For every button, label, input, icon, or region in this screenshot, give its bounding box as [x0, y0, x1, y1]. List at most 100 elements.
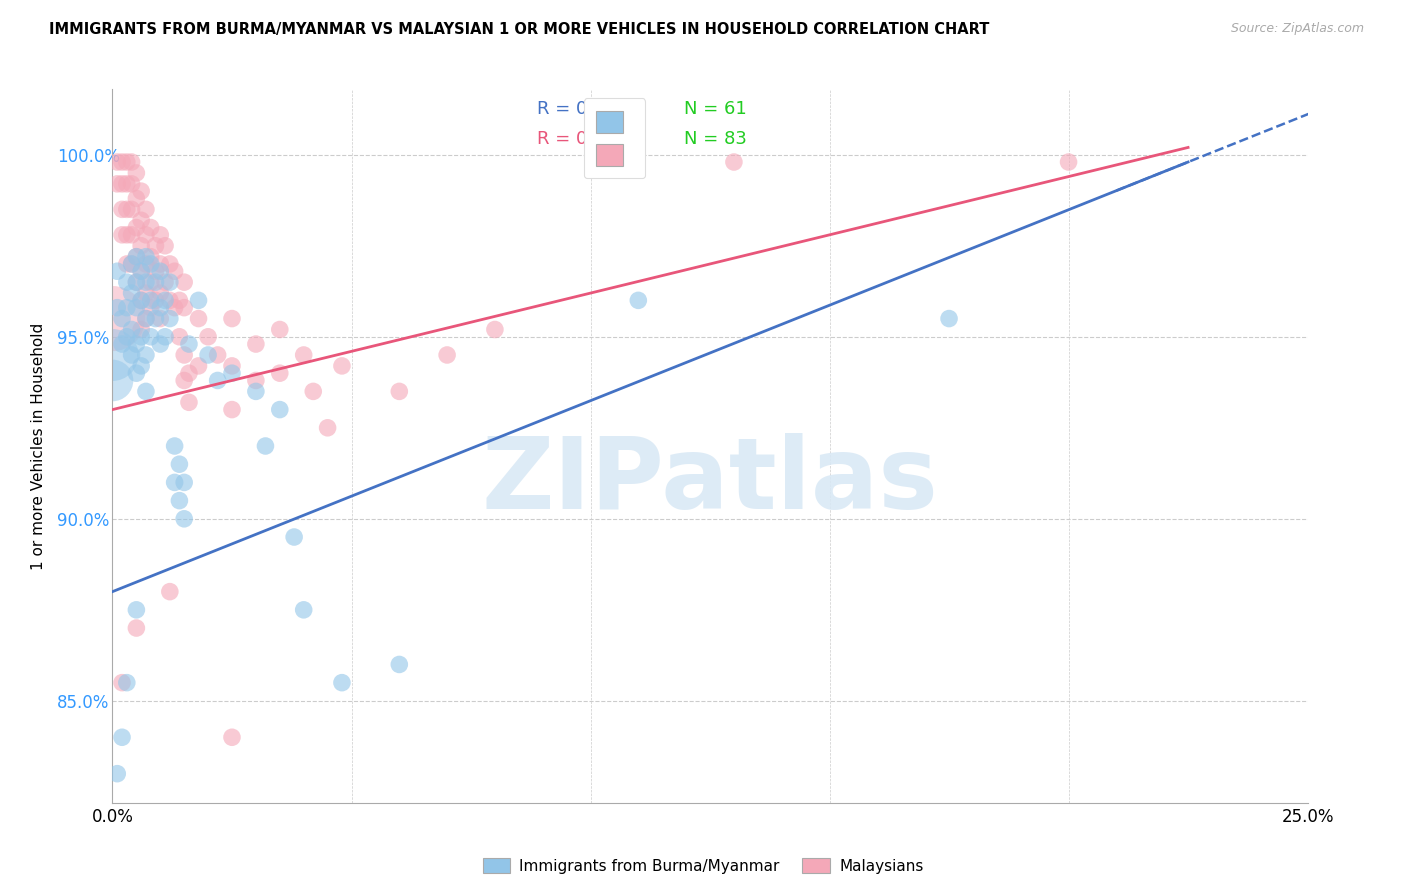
- Point: [125, 337, 148, 351]
- Point: [121, 257, 143, 271]
- Point: [101, 374, 124, 388]
- Point: [135, 202, 157, 217]
- Point: [115, 202, 138, 217]
- Point: [169, 330, 191, 344]
- Point: [135, 257, 157, 271]
- Point: [388, 384, 411, 399]
- Point: [254, 439, 277, 453]
- Point: [149, 286, 172, 301]
- Point: [221, 731, 243, 745]
- Point: [121, 227, 143, 242]
- Point: [135, 348, 157, 362]
- Point: [115, 275, 138, 289]
- Point: [105, 177, 128, 191]
- Point: [135, 227, 157, 242]
- Point: [149, 301, 172, 315]
- Point: [111, 227, 134, 242]
- Point: [105, 155, 128, 169]
- Point: [129, 213, 152, 227]
- Point: [115, 177, 138, 191]
- Point: [125, 275, 148, 289]
- Point: [283, 530, 305, 544]
- Point: [135, 275, 157, 289]
- Point: [115, 301, 138, 315]
- Point: [121, 257, 143, 271]
- Point: [187, 311, 209, 326]
- Point: [105, 264, 128, 278]
- Point: [159, 311, 181, 326]
- Text: IMMIGRANTS FROM BURMA/MYANMAR VS MALAYSIAN 1 OR MORE VEHICLES IN HOUSEHOLD CORRE: IMMIGRANTS FROM BURMA/MYANMAR VS MALAYSI…: [49, 22, 990, 37]
- Point: [484, 322, 506, 336]
- Point: [145, 311, 167, 326]
- Point: [292, 348, 315, 362]
- Point: [169, 457, 191, 471]
- Point: [111, 202, 134, 217]
- Point: [111, 675, 134, 690]
- Point: [221, 402, 243, 417]
- Point: [197, 348, 219, 362]
- Point: [129, 264, 152, 278]
- Point: [125, 250, 148, 264]
- Text: ZIPatlas: ZIPatlas: [482, 434, 938, 530]
- Point: [173, 475, 195, 490]
- Point: [121, 322, 143, 336]
- Point: [149, 264, 172, 278]
- Point: [269, 322, 291, 336]
- Text: R = 0.342: R = 0.342: [537, 130, 627, 148]
- Point: [938, 311, 960, 326]
- Point: [163, 301, 186, 315]
- Point: [115, 330, 138, 344]
- Point: [159, 584, 181, 599]
- Point: [723, 155, 745, 169]
- Point: [115, 155, 138, 169]
- Text: Source: ZipAtlas.com: Source: ZipAtlas.com: [1230, 22, 1364, 36]
- Point: [330, 675, 353, 690]
- Point: [1057, 155, 1080, 169]
- Point: [139, 301, 162, 315]
- Point: [135, 311, 157, 326]
- Point: [177, 395, 200, 409]
- Point: [139, 275, 162, 289]
- Point: [121, 348, 143, 362]
- Point: [292, 603, 315, 617]
- Point: [163, 475, 186, 490]
- Text: N = 83: N = 83: [683, 130, 747, 148]
- Point: [173, 275, 195, 289]
- Point: [111, 337, 134, 351]
- Point: [121, 155, 143, 169]
- Point: [125, 275, 148, 289]
- Point: [173, 348, 195, 362]
- Point: [121, 286, 143, 301]
- Point: [125, 191, 148, 205]
- Point: [159, 275, 181, 289]
- Point: [135, 250, 157, 264]
- Point: [187, 293, 209, 308]
- Point: [197, 330, 219, 344]
- Point: [105, 766, 128, 780]
- Point: [115, 675, 138, 690]
- Point: [125, 220, 148, 235]
- Point: [177, 337, 200, 351]
- Point: [153, 275, 176, 289]
- Point: [316, 421, 339, 435]
- Text: R = 0.362: R = 0.362: [537, 100, 627, 118]
- Point: [139, 220, 162, 235]
- Point: [269, 366, 291, 380]
- Point: [163, 439, 186, 453]
- Point: [169, 493, 191, 508]
- Point: [111, 311, 134, 326]
- Point: [302, 384, 325, 399]
- Point: [145, 275, 167, 289]
- Point: [159, 293, 181, 308]
- Point: [129, 293, 152, 308]
- Point: [115, 257, 138, 271]
- Point: [149, 311, 172, 326]
- Y-axis label: 1 or more Vehicles in Household: 1 or more Vehicles in Household: [31, 322, 46, 570]
- Point: [173, 301, 195, 315]
- Point: [121, 202, 143, 217]
- Point: [129, 293, 152, 308]
- Point: [149, 227, 172, 242]
- Point: [135, 286, 157, 301]
- Point: [149, 337, 172, 351]
- Point: [436, 348, 458, 362]
